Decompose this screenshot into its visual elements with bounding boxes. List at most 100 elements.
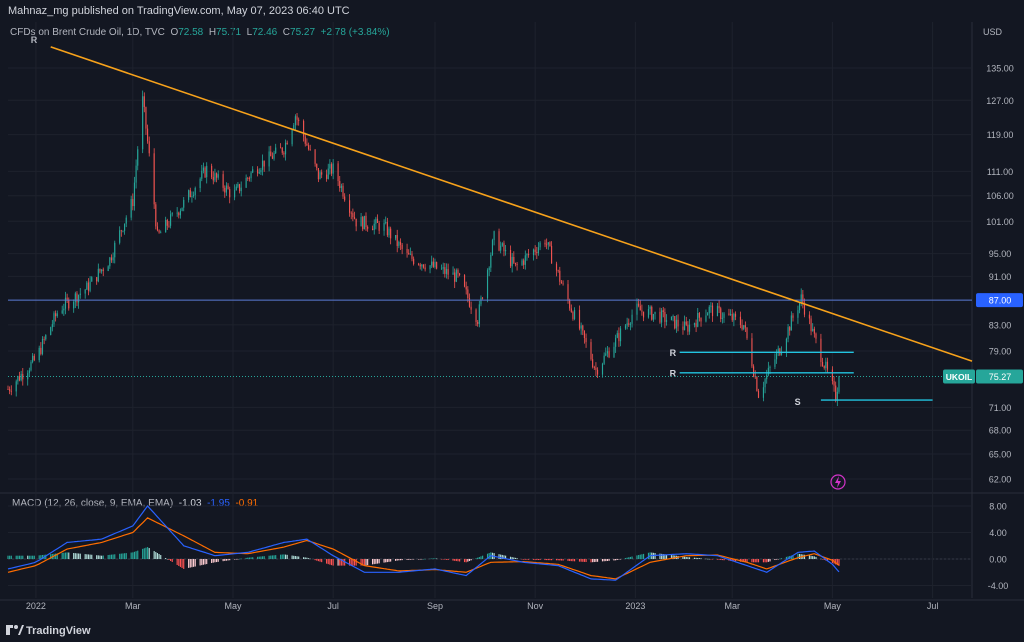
macd-histogram-bar xyxy=(486,553,489,559)
macd-histogram-bar xyxy=(574,559,576,562)
macd-histogram-bar xyxy=(465,559,467,563)
macd-histogram-bar xyxy=(583,559,586,562)
macd-histogram-bar xyxy=(629,556,631,559)
candle-body xyxy=(340,185,342,189)
candle-body xyxy=(238,184,241,192)
macd-histogram-bar xyxy=(802,554,804,559)
candle-body xyxy=(45,335,47,340)
candle-body xyxy=(261,160,264,170)
candle-body xyxy=(286,142,288,145)
candle-body xyxy=(263,160,265,167)
candle-body xyxy=(7,389,9,390)
macd-histogram-bar xyxy=(524,559,526,560)
macd-histogram-bar xyxy=(753,559,755,563)
candle-body xyxy=(227,185,229,190)
macd-histogram-bar xyxy=(595,559,597,562)
candles xyxy=(7,90,840,407)
macd-histogram-bar xyxy=(355,559,357,566)
macd-histogram-bar xyxy=(87,554,90,559)
candle-body xyxy=(672,316,674,317)
candle-body xyxy=(394,235,397,239)
candle-body xyxy=(708,306,710,314)
macd-histogram-bar xyxy=(685,557,687,559)
candle-body xyxy=(454,272,456,282)
price-tag-value: 75.27 xyxy=(989,372,1012,382)
candle-body xyxy=(436,262,438,269)
macd-histogram-bar xyxy=(55,553,57,559)
macd-histogram-bar xyxy=(513,557,515,559)
price-tick-label: 79.00 xyxy=(989,347,1012,357)
macd-histogram-bar xyxy=(534,559,536,560)
macd-title[interactable]: MACD (12, 26, close, 9, EMA, EMA) xyxy=(12,498,174,509)
candle-body xyxy=(33,355,35,361)
macd-histogram-bar xyxy=(155,552,157,559)
macd-histogram-bar xyxy=(304,557,306,559)
candle-body xyxy=(792,315,794,318)
macd-histogram-bar xyxy=(596,559,599,562)
macd-histogram-bar xyxy=(291,555,293,559)
candle-body xyxy=(235,186,237,191)
macd-histogram-bar xyxy=(110,554,113,559)
macd-histogram-bar xyxy=(145,547,147,559)
macd-histogram-bar xyxy=(229,559,231,561)
macd-histogram-bar xyxy=(250,557,252,559)
macd-histogram-bar xyxy=(815,556,817,559)
macd-histogram-bar xyxy=(340,559,342,566)
macd-histogram-bar xyxy=(419,559,421,560)
candle-body xyxy=(574,309,576,320)
low-label: L xyxy=(246,27,253,38)
candle-body xyxy=(9,389,11,391)
macd-histogram-bar xyxy=(156,553,159,559)
candle-body xyxy=(360,217,362,227)
time-tick-label: 2023 xyxy=(625,601,645,611)
macd-histogram-bar xyxy=(234,559,236,560)
macd-histogram-bar xyxy=(821,559,824,560)
candle-body xyxy=(304,136,306,144)
candle-body xyxy=(687,324,689,332)
level-tag-value: 87.00 xyxy=(989,296,1012,306)
candle-body xyxy=(790,315,792,331)
candle-body xyxy=(767,367,769,375)
candle-body xyxy=(166,219,168,226)
macd-histogram-bar xyxy=(787,556,789,559)
price-tick-label: 95.00 xyxy=(989,249,1012,259)
candle-body xyxy=(143,96,145,108)
macd-histogram-bar xyxy=(490,552,492,559)
candle-body xyxy=(787,327,789,339)
candle-body xyxy=(41,339,44,354)
macd-histogram-bar xyxy=(32,555,34,559)
candle-body xyxy=(306,143,308,146)
candle-body xyxy=(595,367,597,370)
candle-body xyxy=(797,310,799,318)
macd-histogram-bar xyxy=(307,558,310,559)
macd-header: MACD (12, 26, close, 9, EMA, EMA) -1.03 … xyxy=(12,498,258,509)
macd-histogram-bar xyxy=(40,555,42,559)
macd-histogram-bar xyxy=(654,553,656,559)
macd-histogram-bar xyxy=(721,559,723,561)
macd-histogram-bar xyxy=(491,552,494,559)
candle-body xyxy=(171,213,173,215)
macd-histogram-bar xyxy=(280,554,282,559)
macd-histogram-bar xyxy=(201,559,203,566)
candle-body xyxy=(774,359,776,367)
candle-body xyxy=(53,313,55,325)
macd-histogram-bar xyxy=(528,559,530,560)
macd-histogram-bar xyxy=(739,559,742,562)
candle-body xyxy=(56,313,58,317)
candle-body xyxy=(480,297,482,305)
macd-histogram-bar xyxy=(445,559,448,560)
candle-body xyxy=(258,172,260,174)
macd-histogram-bar xyxy=(475,558,477,559)
candle-body xyxy=(592,359,594,368)
candle-body xyxy=(424,267,426,270)
macd-signal-line xyxy=(7,517,840,580)
candle-body xyxy=(148,141,150,154)
candle-body xyxy=(66,297,68,300)
symbol-name[interactable]: CFDs on Brent Crude Oil, 1D, TVC xyxy=(10,27,165,38)
candle-body xyxy=(572,311,574,320)
candle-body xyxy=(355,218,357,227)
macd-histogram-bar xyxy=(273,555,275,559)
macd-histogram-bar xyxy=(674,555,676,559)
macd-histogram-bar xyxy=(792,555,794,559)
